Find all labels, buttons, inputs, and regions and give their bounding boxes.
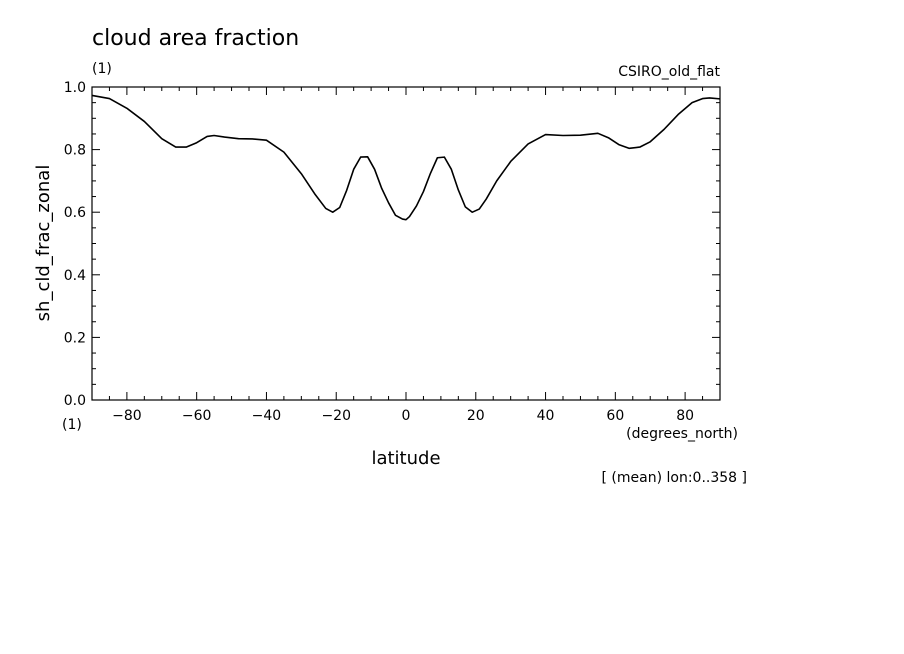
y-tick-label: 0.0	[64, 393, 86, 409]
y-units-top: (1)	[92, 61, 112, 77]
x-tick-label: 80	[676, 408, 694, 424]
series-line	[91, 94, 721, 221]
x-tick-label: −20	[321, 408, 351, 424]
plot-frame	[91, 86, 721, 401]
x-tick-label: 0	[402, 408, 411, 424]
y-tick-label: 0.4	[64, 268, 86, 284]
mean-note: [ (mean) lon:0..358 ]	[602, 470, 747, 486]
y-tick-label: 1.0	[64, 80, 86, 96]
y-tick-labels: 0.0 0.2 0.4 0.6 0.8 1.0	[64, 80, 86, 409]
x-units-label: (degrees_north)	[626, 426, 738, 442]
x-tick-label: −40	[252, 408, 282, 424]
y-tick-label: 0.6	[64, 205, 86, 221]
y-tick-label: 0.8	[64, 143, 86, 159]
x-tick-label: 20	[467, 408, 485, 424]
dataset-label: CSIRO_old_flat	[618, 64, 720, 80]
axis-ticks	[91, 86, 721, 401]
x-tick-label: 40	[537, 408, 555, 424]
x-tick-label: 60	[606, 408, 624, 424]
x-axis-title: latitude	[371, 448, 440, 469]
y-tick-label: 0.2	[64, 330, 86, 346]
chart-title: cloud area fraction	[92, 26, 299, 51]
x-tick-labels: −80 −60 −40 −20 0 20 40 60 80	[112, 408, 694, 424]
y-units-bottom: (1)	[62, 417, 82, 433]
x-tick-label: −60	[182, 408, 212, 424]
y-axis-title: sh_cld_frac_zonal	[33, 165, 54, 322]
x-tick-label: −80	[112, 408, 142, 424]
